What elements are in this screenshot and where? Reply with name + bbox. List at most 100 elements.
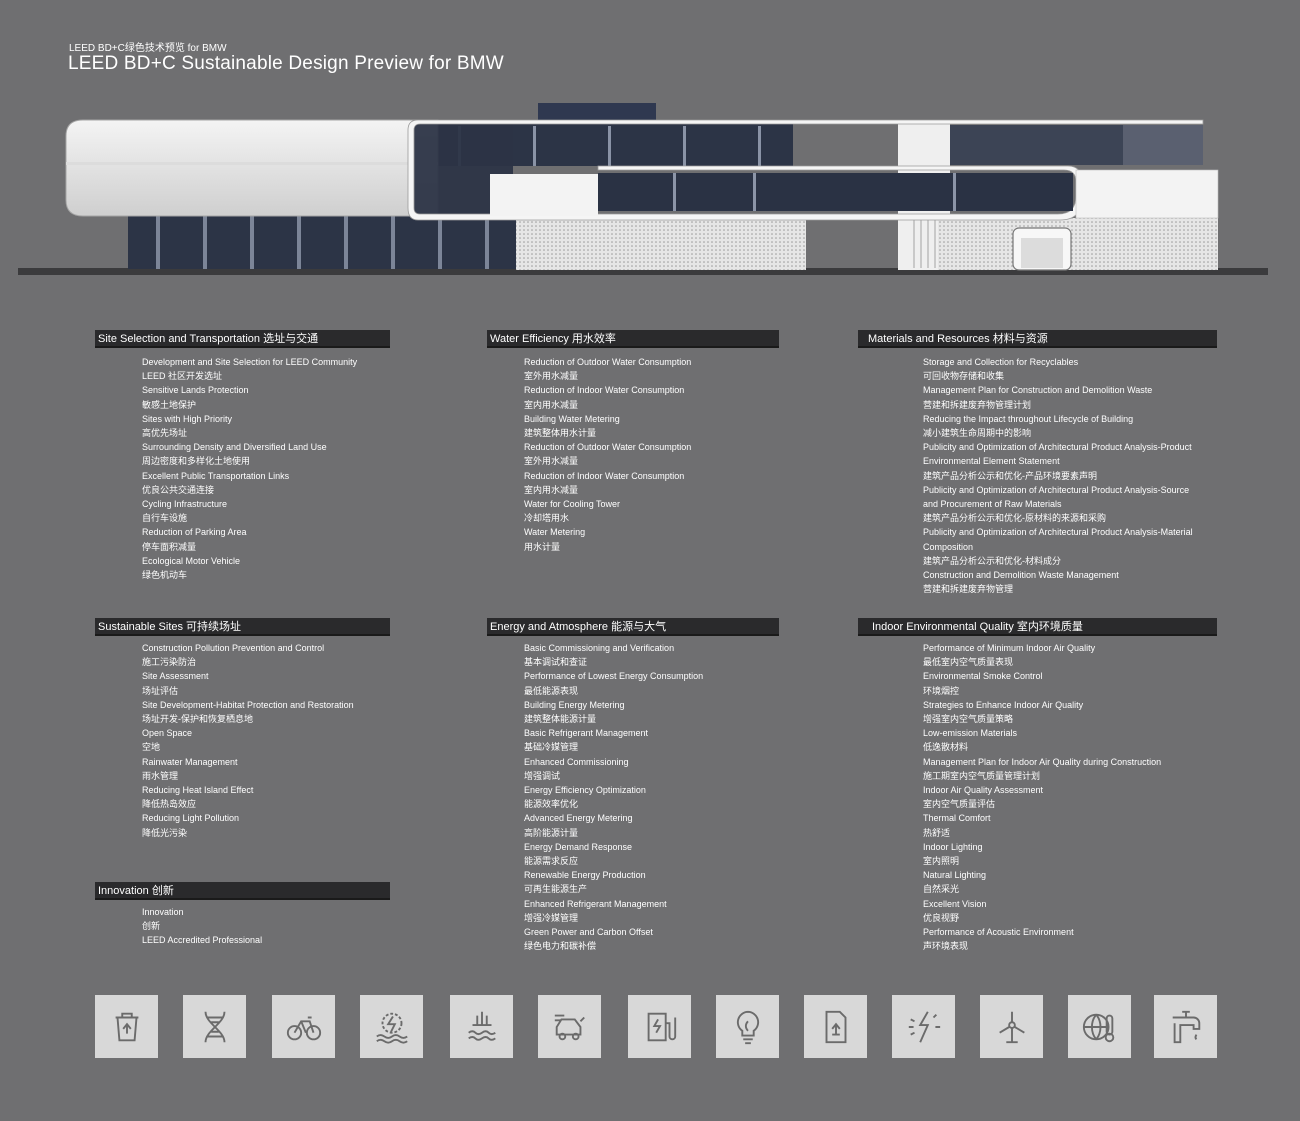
ev-charger-icon <box>628 995 691 1058</box>
list-item: Basic Refrigerant Management <box>524 728 649 739</box>
list-item: 减小建筑生命周期中的影响 <box>923 428 1032 439</box>
lightning-energy-icon <box>892 995 955 1058</box>
list-item: 室内用水减量 <box>524 484 579 495</box>
list-item: Composition <box>923 541 974 552</box>
list-item: Basic Commissioning and Verification <box>524 643 675 653</box>
wind-turbine-icon <box>980 995 1043 1058</box>
list-item: LEED 社区开发选址 <box>142 371 223 382</box>
list-item: Renewable Energy Production <box>524 870 646 881</box>
list-item: Reduction of Parking Area <box>142 527 247 538</box>
dna-icon <box>183 995 246 1058</box>
list-item: 优良公共交通连接 <box>142 484 215 495</box>
list-item: 创新 <box>142 921 161 932</box>
section-title: Indoor Environmental Quality 室内环境质量 <box>858 618 1217 636</box>
icon-strip <box>95 995 1217 1059</box>
list-item: 建筑产品分析公示和优化-产品环境要素声明 <box>923 470 1097 481</box>
list-item: Building Water Metering <box>524 413 620 424</box>
list-item: 最低能源表现 <box>524 685 579 696</box>
list-item: Low-emission Materials <box>923 728 1018 739</box>
list-item: 雨水管理 <box>142 770 179 781</box>
list-item: Performance of Lowest Energy Consumption <box>524 671 704 682</box>
list-item: Surrounding Density and Diversified Land… <box>142 442 327 453</box>
list-item: Thermal Comfort <box>923 813 991 824</box>
list-item: Site Assessment <box>142 671 209 682</box>
list-item: 周边密度和多样化土地使用 <box>142 456 251 467</box>
list-item: 能源需求反应 <box>524 856 579 867</box>
list-item: Water for Cooling Tower <box>524 499 621 510</box>
list-item: 降低热岛效应 <box>142 799 197 810</box>
list-item: Management Plan for Construction and Dem… <box>923 385 1153 396</box>
water-energy-icon <box>360 995 423 1058</box>
item-list: Basic Commissioning and Verification 基本调试… <box>524 641 779 953</box>
item-list: Development and Site Selection for LEED … <box>142 355 390 582</box>
list-item: Reduction of Outdoor Water Consumption <box>524 357 692 367</box>
list-item: Enhanced Commissioning <box>524 756 629 767</box>
list-item: 室外用水减量 <box>524 371 579 382</box>
list-item: Sites with High Priority <box>142 413 233 424</box>
list-item: Building Energy Metering <box>524 699 625 710</box>
list-item: Publicity and Optimization of Architectu… <box>923 442 1192 453</box>
list-item: Cycling Infrastructure <box>142 499 228 510</box>
list-item: 施工期室内空气质量管理计划 <box>923 770 1041 781</box>
list-item: Energy Efficiency Optimization <box>524 785 646 796</box>
list-item: Water Metering <box>524 527 586 538</box>
item-list: Storage and Collection for Recyclables 可回… <box>923 355 1217 596</box>
list-item: Site Development-Habitat Protection and … <box>142 699 354 710</box>
list-item: Excellent Vision <box>923 898 987 909</box>
light-bulb-icon <box>716 995 779 1058</box>
list-item: 基础冷媒管理 <box>524 742 579 753</box>
list-item: 绿色电力和碳补偿 <box>524 941 597 952</box>
section-indoor-environmental-quality: Indoor Environmental Quality 室内环境质量 Perf… <box>858 618 1217 953</box>
section-title: Energy and Atmosphere 能源与大气 <box>487 618 779 636</box>
faucet-icon <box>1154 995 1217 1058</box>
list-item: Innovation <box>142 907 184 917</box>
list-item: Development and Site Selection for LEED … <box>142 357 358 367</box>
list-item: 可再生能源生产 <box>524 884 588 895</box>
list-item: 优良视野 <box>923 912 960 923</box>
list-item: Performance of Minimum Indoor Air Qualit… <box>923 643 1096 653</box>
list-item: Reduction of Indoor Water Consumption <box>524 470 685 481</box>
list-item: 营建和拆建废弃物管理计划 <box>923 399 1032 410</box>
list-item: Reduction of Indoor Water Consumption <box>524 385 685 396</box>
list-item: Advanced Energy Metering <box>524 813 633 824</box>
list-item: Management Plan for Indoor Air Quality d… <box>923 756 1162 767</box>
section-title: Materials and Resources 材料与资源 <box>858 330 1217 348</box>
list-item: LEED Accredited Professional <box>142 935 263 946</box>
list-item: Environmental Smoke Control <box>923 671 1043 682</box>
list-item: Publicity and Optimization of Architectu… <box>923 484 1190 495</box>
list-item: 增强调试 <box>524 770 561 781</box>
list-item: 空地 <box>142 742 161 753</box>
list-item: 用水计量 <box>524 541 561 552</box>
water-drain-icon <box>450 995 513 1058</box>
bicycle-icon <box>272 995 335 1058</box>
list-item: 营建和拆建废弃物管理 <box>923 584 1014 595</box>
list-item: Natural Lighting <box>923 870 987 881</box>
section-water-efficiency: Water Efficiency 用水效率 Reduction of Outdo… <box>487 330 779 554</box>
item-list: Reduction of Outdoor Water Consumption 室外… <box>524 355 779 554</box>
list-item: 建筑产品分析公示和优化-材料成分 <box>923 555 1061 566</box>
building-elevation-image <box>18 103 1268 275</box>
list-item: 高阶能源计量 <box>524 827 579 838</box>
list-item: Strategies to Enhance Indoor Air Quality <box>923 699 1084 710</box>
list-item: 室外用水减量 <box>524 456 579 467</box>
list-item: Construction Pollution Prevention and Co… <box>142 643 325 653</box>
list-item: 冷却塔用水 <box>524 513 570 524</box>
list-item: 自行车设施 <box>142 513 188 524</box>
list-item: Reducing Light Pollution <box>142 813 240 824</box>
list-item: 环境烟控 <box>923 685 960 696</box>
list-item: 低逸散材料 <box>923 742 969 753</box>
list-item: 降低光污染 <box>142 827 188 838</box>
list-item: Ecological Motor Vehicle <box>142 555 241 566</box>
list-item: 高优先场址 <box>142 428 188 439</box>
list-item: 自然采光 <box>923 884 960 895</box>
section-sustainable-sites: Sustainable Sites 可持续场址 Construction Pol… <box>95 618 390 840</box>
list-item: Rainwater Management <box>142 756 238 767</box>
list-item: 基本调试和查证 <box>524 657 588 668</box>
list-item: Enhanced Refrigerant Management <box>524 898 667 909</box>
list-item: Reducing Heat Island Effect <box>142 785 254 796</box>
list-item: Storage and Collection for Recyclables <box>923 357 1079 367</box>
recycle-document-icon <box>804 995 867 1058</box>
list-item: 室内照明 <box>923 856 960 867</box>
globe-thermometer-icon <box>1068 995 1131 1058</box>
list-item: 能源效率优化 <box>524 799 579 810</box>
